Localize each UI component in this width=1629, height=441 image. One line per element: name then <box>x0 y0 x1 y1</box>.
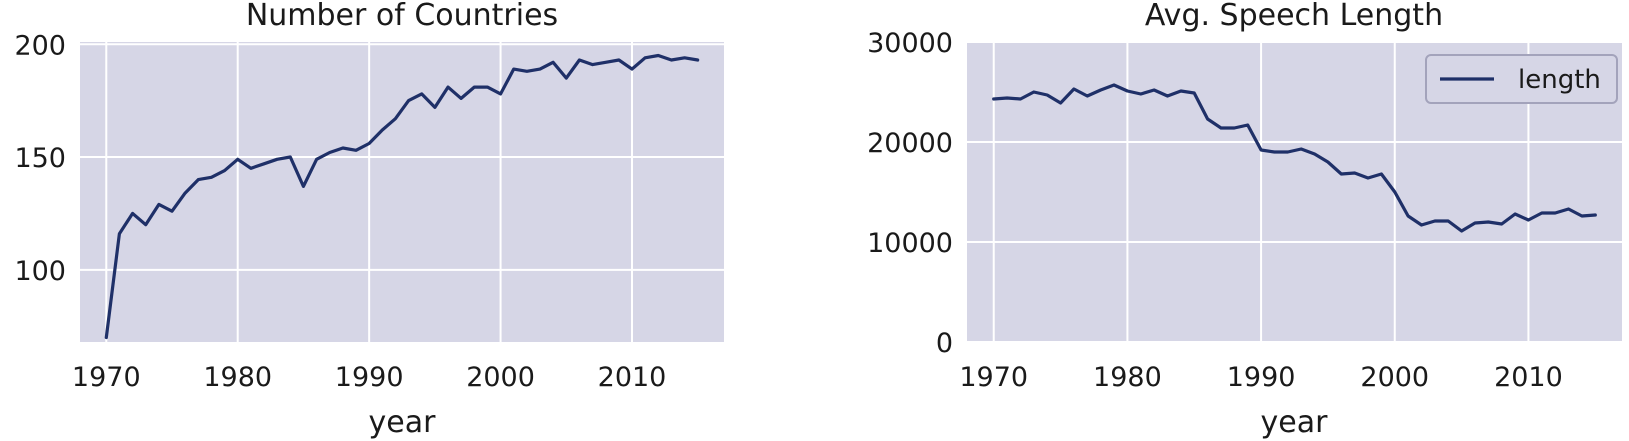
y-tick-label: 20000 <box>867 128 953 159</box>
plot-area <box>80 42 724 342</box>
legend: length <box>1425 54 1618 104</box>
chart-title: Avg. Speech Length <box>1145 0 1443 33</box>
x-tick-label: 2000 <box>466 362 535 393</box>
tick-labels: 1970 1980 1990 2000 2010 100 150 200 <box>14 30 666 393</box>
y-tick-label: 150 <box>14 143 66 174</box>
chart-avg-speech-length: 1970 1980 1990 2000 2010 0 10000 20000 30000 Avg… <box>867 0 1622 440</box>
tick-labels: 1970 1980 1990 2000 2010 0 10000 20000 30000 <box>867 28 1563 393</box>
y-tick-label: 10000 <box>867 228 953 259</box>
y-tick-label: 0 <box>936 328 953 359</box>
grid <box>967 41 1622 343</box>
legend-label: length <box>1518 65 1601 95</box>
y-tick-label: 30000 <box>867 28 953 59</box>
x-axis-label: year <box>369 405 437 440</box>
x-tick-label: 1980 <box>1093 362 1162 393</box>
series-layer <box>992 83 1597 233</box>
series-line <box>104 53 700 340</box>
y-tick-label: 100 <box>14 256 66 287</box>
chart-title: Number of Countries <box>246 0 558 33</box>
x-tick-label: 1990 <box>1227 362 1296 393</box>
legend-box <box>1425 54 1618 104</box>
x-tick-label: 2010 <box>1494 362 1563 393</box>
x-tick-label: 1970 <box>72 362 141 393</box>
x-axis-label: year <box>1261 405 1329 440</box>
y-tick-label: 200 <box>14 30 66 61</box>
series-layer <box>104 53 700 340</box>
series-line <box>992 83 1597 233</box>
x-tick-label: 2000 <box>1360 362 1429 393</box>
x-tick-label: 2010 <box>598 362 667 393</box>
x-tick-label: 1990 <box>335 362 404 393</box>
x-tick-label: 1970 <box>959 362 1028 393</box>
x-tick-label: 1980 <box>203 362 272 393</box>
chart-number-of-countries: 1970 1980 1990 2000 2010 100 150 200 Number of … <box>14 0 724 440</box>
